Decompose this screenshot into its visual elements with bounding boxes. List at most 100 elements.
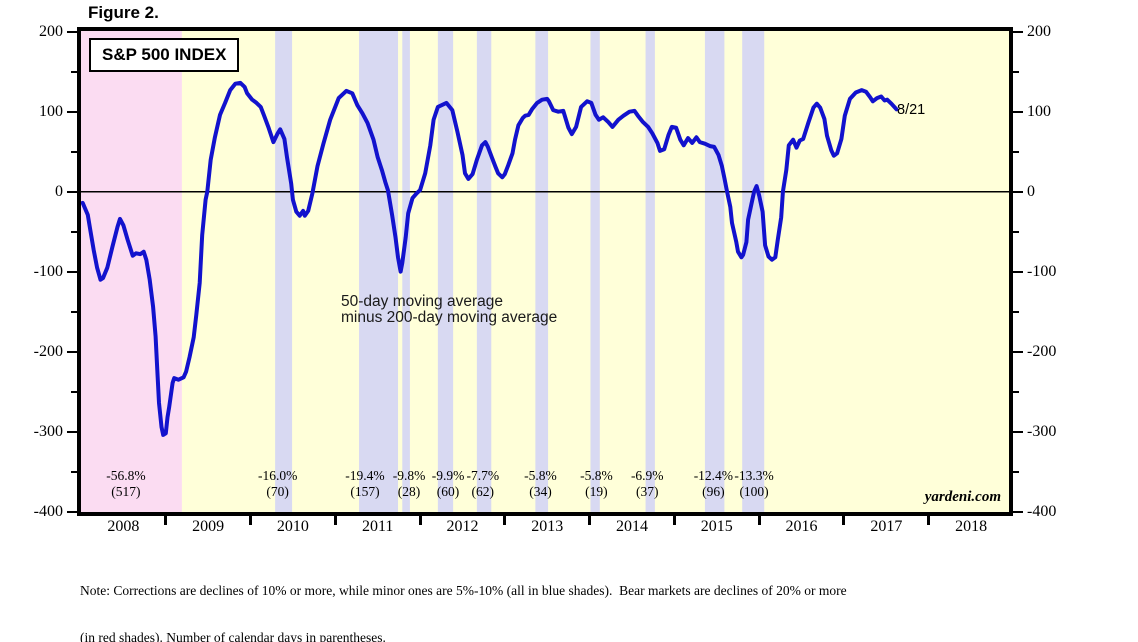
correction-days: (157): [350, 484, 380, 499]
correction-band: [704, 31, 725, 512]
x-axis-tick: [164, 516, 168, 525]
x-axis-tick: [588, 516, 592, 525]
correction-band: [742, 31, 765, 512]
x-axis-tick: [842, 516, 846, 525]
y-axis-label-left: -200: [33, 342, 63, 360]
plot-canvas: [81, 31, 1009, 512]
note-line-1: Note: Corrections are declines of 10% or…: [80, 583, 847, 598]
y-axis-minor-tick: [71, 390, 79, 393]
correction-label: -56.8% (517): [106, 468, 145, 500]
y-axis-minor-tick: [1011, 470, 1019, 473]
x-axis-tick: [333, 516, 337, 525]
y-axis-minor-tick: [71, 310, 79, 313]
figure-title: Figure 2.: [88, 3, 159, 22]
y-axis-minor-tick: [71, 230, 79, 233]
note-text: Note: Corrections are declines of 10% or…: [80, 552, 847, 642]
correction-pct: -5.8%: [524, 468, 557, 483]
correction-pct: -12.4%: [693, 468, 734, 483]
correction-days: (34): [529, 484, 552, 499]
correction-band: [645, 31, 655, 512]
x-axis-year-label: 2014: [616, 518, 648, 535]
correction-label: -9.8% (28): [393, 468, 426, 500]
y-axis-tick: [1011, 270, 1023, 273]
series-box: S&P 500 INDEX: [89, 38, 240, 72]
x-axis-tick: [249, 516, 253, 525]
y-axis-tick: [67, 270, 79, 273]
annotation-line-1: 50-day moving average: [341, 293, 503, 310]
correction-days: (19): [585, 484, 608, 499]
y-axis-tick: [1011, 350, 1023, 353]
correction-pct: -56.8%: [106, 468, 146, 483]
annotation-line-2: minus 200-day moving average: [341, 309, 558, 326]
y-axis-tick: [67, 110, 79, 113]
y-axis-tick: [67, 30, 79, 33]
correction-pct: -19.4%: [345, 468, 385, 483]
correction-pct: -9.9%: [431, 468, 465, 483]
correction-label: -13.3% (100): [734, 468, 773, 500]
y-axis-label-left: -300: [33, 422, 63, 440]
y-axis-label-left: -100: [33, 262, 63, 280]
correction-band: [402, 31, 410, 512]
x-axis-year-label: 2013: [531, 518, 564, 535]
sp500-spread-line: [81, 80, 899, 437]
y-axis-label-right: 100: [1027, 102, 1051, 120]
correction-days: (37): [636, 484, 659, 499]
correction-days: (100): [739, 484, 769, 499]
x-axis-tick: [418, 516, 422, 525]
correction-days: (60): [436, 484, 460, 499]
correction-label: -7.7% (62): [466, 468, 499, 500]
y-axis-tick: [1011, 510, 1023, 513]
series-end-date-label: 8/21: [897, 102, 926, 118]
correction-label: -6.9% (37): [631, 468, 664, 500]
annotation: 50-day moving average minus 200-day movi…: [341, 294, 557, 326]
y-axis-tick: [67, 510, 79, 513]
correction-band: [359, 31, 399, 512]
y-axis-label-right: 200: [1027, 22, 1051, 40]
note-line-2: (in red shades). Number of calendar days…: [80, 629, 386, 642]
correction-days: (62): [471, 484, 495, 499]
watermark: yardeni.com: [924, 489, 1001, 505]
correction-label: -12.4% (96): [694, 468, 733, 500]
x-axis-tick: [672, 516, 676, 525]
correction-pct: -6.9%: [630, 468, 664, 483]
x-axis-tick: [757, 516, 761, 525]
correction-days: (70): [266, 484, 289, 499]
correction-pct: -5.8%: [580, 468, 613, 483]
y-axis-minor-tick: [1011, 230, 1019, 233]
y-axis-minor-tick: [1011, 70, 1019, 73]
correction-days: (96): [702, 484, 725, 499]
x-axis-year-label: 2012: [446, 518, 479, 535]
y-axis-tick: [1011, 30, 1023, 33]
x-axis-year-label: 2017: [870, 518, 903, 535]
correction-band: [275, 31, 293, 512]
y-axis-minor-tick: [1011, 310, 1019, 313]
x-axis-year-label: 2015: [700, 518, 733, 535]
correction-pct: -16.0%: [257, 468, 298, 483]
correction-band: [590, 31, 600, 512]
correction-band: [476, 31, 492, 512]
y-axis-label-right: -100: [1027, 262, 1057, 280]
y-axis-label-right: 0: [1027, 182, 1035, 200]
y-axis-minor-tick: [1011, 390, 1019, 393]
y-axis-minor-tick: [71, 70, 79, 73]
y-axis-label-left: 100: [39, 102, 63, 120]
correction-band: [437, 31, 454, 512]
y-axis-tick: [1011, 110, 1023, 113]
correction-days: (517): [111, 484, 141, 499]
x-axis-tick: [503, 516, 507, 525]
x-axis-year-label: 2016: [785, 518, 818, 535]
y-axis-label-left: 0: [55, 182, 63, 200]
y-axis-tick: [67, 430, 79, 433]
correction-label: -9.9% (60): [432, 468, 465, 500]
x-axis-year-label: 2009: [192, 518, 225, 535]
correction-pct: -13.3%: [734, 468, 774, 483]
y-axis-label-right: -400: [1027, 502, 1057, 520]
correction-days: (28): [397, 484, 421, 499]
y-axis-tick: [67, 190, 79, 193]
y-axis-tick: [67, 350, 79, 353]
x-axis-year-label: 2010: [276, 518, 309, 535]
correction-pct: -7.7%: [466, 468, 500, 483]
plot-area: S&P 500 INDEX 50-day moving average minu…: [77, 27, 1013, 516]
x-axis-year-label: 2008: [107, 518, 140, 535]
